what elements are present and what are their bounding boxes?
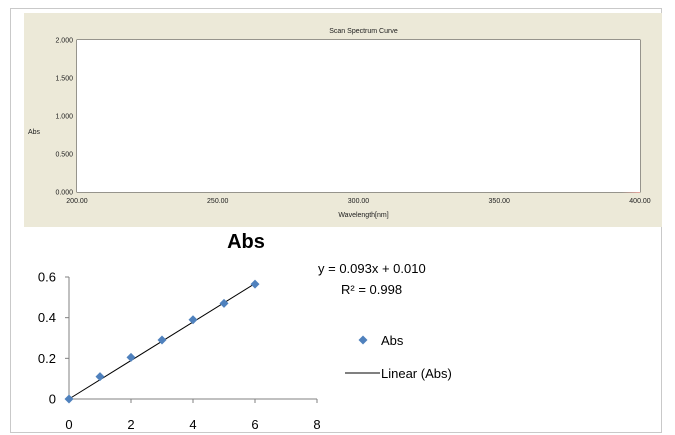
- calibration-points: [64, 279, 260, 404]
- spectrum-title: Scan Spectrum Curve: [329, 28, 398, 35]
- spectrum-x-tick-label: 250.00: [207, 198, 229, 205]
- calibration-x-tick-label: 8: [313, 417, 320, 432]
- calibration-y-tick-label: 0.2: [38, 351, 56, 366]
- calibration-title: Abs: [227, 231, 265, 253]
- data-point: [126, 352, 136, 362]
- calibration-y-tick-label: 0.6: [38, 270, 56, 285]
- calibration-x-tick-label: 4: [189, 417, 196, 432]
- calibration-x-tick-label: 2: [127, 417, 134, 432]
- data-point: [188, 315, 198, 325]
- spectrum-y-tick-label: 1.500: [55, 76, 73, 83]
- spectrum-x-tick-label: 350.00: [489, 198, 511, 205]
- spectrum-y-axis-label: Abs: [28, 129, 41, 136]
- spectrum-y-tick-label: 2.000: [55, 38, 73, 45]
- trend-equation: y = 0.093x + 0.010: [318, 261, 426, 276]
- spectrum-plot-fill: [77, 40, 640, 192]
- spectrum-panel: Scan Spectrum Curve Abs Wavelength[nm] 0…: [24, 13, 662, 227]
- legend-label-abs: Abs: [381, 333, 404, 348]
- calibration-y-tick-label: 0: [49, 392, 56, 407]
- data-point: [157, 335, 167, 345]
- legend-label-linear: Linear (Abs): [381, 366, 452, 381]
- calibration-axes: [68, 277, 317, 400]
- spectrum-x-tick-label: 200.00: [66, 198, 88, 205]
- calibration-ticks: 0 0.2 0.4 0.6 0 2 4 6 8: [38, 270, 321, 433]
- data-point: [95, 372, 105, 382]
- legend: Abs Linear (Abs): [345, 333, 452, 381]
- spectrum-x-tick-label: 300.00: [348, 198, 370, 205]
- spectrum-y-tick-label: 0.500: [55, 152, 73, 159]
- spectrum-x-tick-label: 400.00: [629, 198, 651, 205]
- data-point: [64, 394, 74, 404]
- spectrum-x-axis-label: Wavelength[nm]: [338, 212, 388, 219]
- spectrum-y-tick-label: 1.000: [55, 114, 73, 121]
- data-point: [250, 279, 260, 289]
- data-point: [219, 298, 229, 308]
- r-squared: R² = 0.998: [341, 282, 402, 297]
- spectrum-ticks: 0.000 0.500 1.000 1.500 2.000 200.00 250.00 300…: [55, 38, 650, 206]
- calibration-x-tick-label: 6: [251, 417, 258, 432]
- spectrum-chart: Scan Spectrum Curve Abs Wavelength[nm] 0…: [28, 28, 651, 219]
- calibration-y-tick-label: 0.4: [38, 310, 56, 325]
- calibration-x-tick-label: 0: [65, 417, 72, 432]
- spectrum-y-tick-label: 0.000: [55, 190, 73, 197]
- legend-marker-abs: [358, 335, 368, 345]
